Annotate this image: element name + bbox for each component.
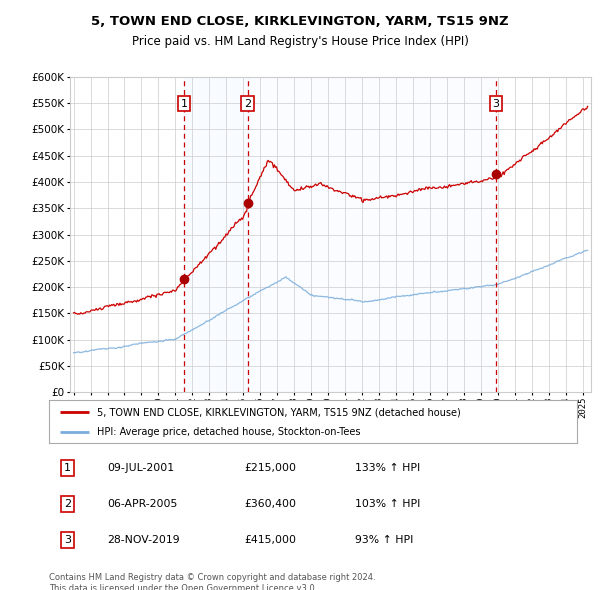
Text: 3: 3 (64, 535, 71, 545)
Bar (248, 77, 496, 392)
Text: Contains HM Land Registry data © Crown copyright and database right 2024.: Contains HM Land Registry data © Crown c… (49, 573, 376, 582)
Text: This data is licensed under the Open Government Licence v3.0.: This data is licensed under the Open Gov… (49, 584, 317, 590)
Bar (184, 77, 248, 392)
Text: 1: 1 (64, 463, 71, 473)
Text: 93% ↑ HPI: 93% ↑ HPI (355, 535, 414, 545)
Text: HPI: Average price, detached house, Stockton-on-Tees: HPI: Average price, detached house, Stoc… (97, 427, 360, 437)
Text: 2: 2 (64, 499, 71, 509)
Text: £415,000: £415,000 (245, 535, 296, 545)
Text: 5, TOWN END CLOSE, KIRKLEVINGTON, YARM, TS15 9NZ (detached house): 5, TOWN END CLOSE, KIRKLEVINGTON, YARM, … (97, 407, 460, 417)
Text: 2: 2 (244, 99, 251, 109)
Text: 3: 3 (493, 99, 500, 109)
Text: 1: 1 (181, 99, 188, 109)
Text: 103% ↑ HPI: 103% ↑ HPI (355, 499, 421, 509)
Text: 133% ↑ HPI: 133% ↑ HPI (355, 463, 421, 473)
Text: £360,400: £360,400 (245, 499, 296, 509)
Text: Price paid vs. HM Land Registry's House Price Index (HPI): Price paid vs. HM Land Registry's House … (131, 35, 469, 48)
Text: 06-APR-2005: 06-APR-2005 (107, 499, 178, 509)
Text: £215,000: £215,000 (245, 463, 296, 473)
Text: 5, TOWN END CLOSE, KIRKLEVINGTON, YARM, TS15 9NZ: 5, TOWN END CLOSE, KIRKLEVINGTON, YARM, … (91, 15, 509, 28)
Text: 28-NOV-2019: 28-NOV-2019 (107, 535, 180, 545)
Text: 09-JUL-2001: 09-JUL-2001 (107, 463, 175, 473)
